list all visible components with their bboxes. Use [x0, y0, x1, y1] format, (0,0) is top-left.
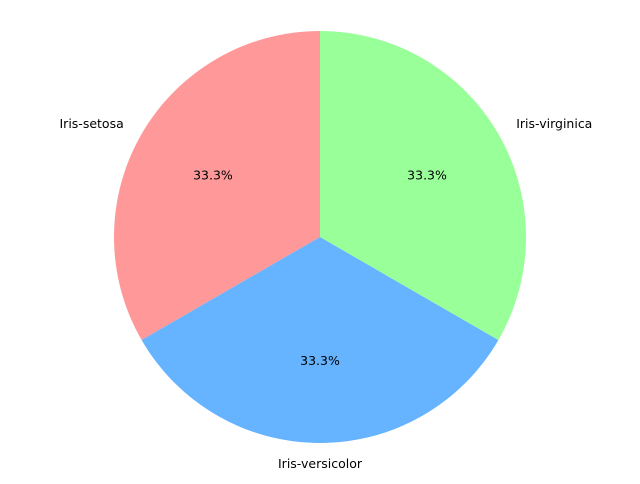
labels-layer: 33.3% Iris-setosa 33.3% Iris-versicolor 33.3… [60, 116, 593, 471]
slice-percent-label: 33.3% [300, 353, 340, 368]
slice-percent-label: 33.3% [407, 168, 447, 183]
slice-percent-label: 33.3% [193, 168, 233, 183]
slice-category-label: Iris-setosa [60, 116, 124, 131]
slices-layer [114, 31, 526, 443]
pie-slice-iris-versicolor [141, 237, 499, 443]
slice-category-label: Iris-virginica [516, 116, 592, 131]
slice-category-label: Iris-versicolor [278, 456, 363, 471]
pie-slice-iris-virginica [320, 31, 526, 340]
pie-slice-iris-setosa [114, 31, 321, 340]
